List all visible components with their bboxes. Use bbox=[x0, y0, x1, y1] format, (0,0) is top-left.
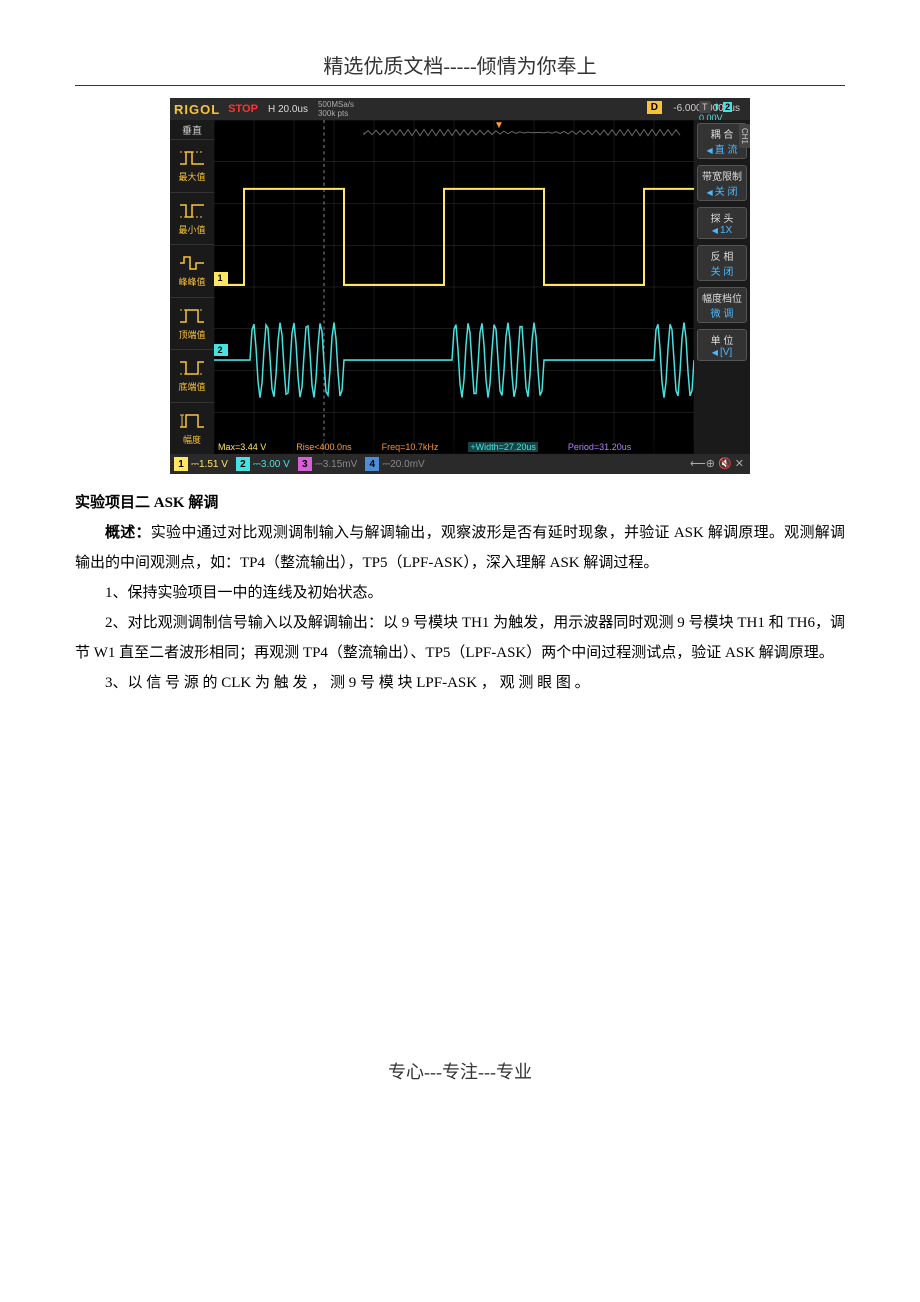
channel-tab: CH1 bbox=[739, 124, 750, 148]
right-menu-column: CH1 耦 合 ◀直 流 带宽限制 ◀关 闭 探 头 ◀1X 反 相 bbox=[694, 120, 750, 454]
ch3-info: 3 ⎓ 3.15mV bbox=[294, 457, 361, 471]
ch2-marker: 2 bbox=[214, 344, 228, 356]
sample-info: 500MSa/s300k pts bbox=[314, 100, 358, 118]
trigger-marker-icon: ▼ bbox=[494, 120, 504, 131]
meas-readout: Rise<400.0ns bbox=[296, 442, 351, 452]
ch1-marker: 1 bbox=[214, 272, 228, 284]
measurement-bar: Max=3.44 V Rise<400.0ns Freq=10.7kHz +Wi… bbox=[214, 440, 694, 454]
menu-unit[interactable]: 单 位 ◀[V] bbox=[697, 329, 747, 361]
ch2-info: 2 ⎓ 3.00 V bbox=[232, 457, 294, 471]
delay-label: D bbox=[647, 101, 662, 114]
ch1-info: 1 ⎓ 1.51 V bbox=[170, 457, 232, 471]
scope-bottom-bar: 1 ⎓ 1.51 V 2 ⎓ 3.00 V 3 ⎓ 3.15mV 4 ⎓ bbox=[170, 454, 750, 474]
menu-invert[interactable]: 反 相 关 闭 bbox=[697, 245, 747, 281]
left-measure-column: 垂直 最大值 最小值 峰峰值 顶端值 bbox=[170, 120, 214, 454]
page-header: 精选优质文档-----倾情为你奉上 bbox=[75, 50, 845, 79]
meas-readout: Max=3.44 V bbox=[218, 442, 266, 452]
page-footer: 专心---专注---专业 bbox=[75, 1058, 845, 1084]
meas-readout: Period=31.20us bbox=[568, 442, 631, 452]
oscilloscope-screenshot: RIGOL STOP H 20.0us 500MSa/s300k pts D -… bbox=[170, 98, 750, 474]
waveform-plot: ▼ 1 2 Max=3.44 V Rise<400.0ns Freq=10.7k… bbox=[214, 120, 694, 454]
h-scale: H 20.0us bbox=[262, 104, 314, 115]
document-text: 实验项目二 ASK 解调 概述：实验中通过对比观测调制输入与解调输出，观察波形是… bbox=[75, 488, 845, 698]
meas-amp: 幅度 bbox=[170, 402, 214, 455]
meas-min: 最小值 bbox=[170, 192, 214, 245]
paragraph-step2: 2、对比观测调制信号输入以及解调输出：以 9 号模块 TH1 为触发，用示波器同… bbox=[75, 608, 845, 668]
header-divider bbox=[75, 85, 845, 86]
run-state: STOP bbox=[224, 103, 262, 115]
menu-probe[interactable]: 探 头 ◀1X bbox=[697, 207, 747, 239]
menu-vscale[interactable]: 幅度档位 微 调 bbox=[697, 287, 747, 323]
brand-label: RIGOL bbox=[170, 102, 224, 117]
meas-pp: 峰峰值 bbox=[170, 244, 214, 297]
meas-base: 底端值 bbox=[170, 349, 214, 402]
paragraph-step1: 1、保持实验项目一中的连线及初始状态。 bbox=[75, 578, 845, 608]
meas-readout: Freq=10.7kHz bbox=[382, 442, 439, 452]
meas-max: 最大值 bbox=[170, 139, 214, 192]
section-title: 实验项目二 ASK 解调 bbox=[75, 488, 845, 518]
ch4-info: 4 ⎓ 20.0mV bbox=[361, 457, 428, 471]
paragraph-step3: 3、以 信 号 源 的 CLK 为 触 发 ， 测 9 号 模 块 LPF-AS… bbox=[75, 668, 845, 698]
paragraph-overview: 概述：实验中通过对比观测调制输入与解调输出，观察波形是否有延时现象，并验证 AS… bbox=[75, 518, 845, 578]
meas-readout: +Width=27.20us bbox=[468, 442, 538, 452]
meas-top: 顶端值 bbox=[170, 297, 214, 350]
vertical-label: 垂直 bbox=[170, 120, 214, 139]
menu-bwlimit[interactable]: 带宽限制 ◀关 闭 bbox=[697, 165, 747, 201]
status-icons: ⟵⊕ 🔇 ✕ bbox=[690, 457, 744, 470]
scope-top-bar: RIGOL STOP H 20.0us 500MSa/s300k pts D -… bbox=[170, 98, 750, 120]
